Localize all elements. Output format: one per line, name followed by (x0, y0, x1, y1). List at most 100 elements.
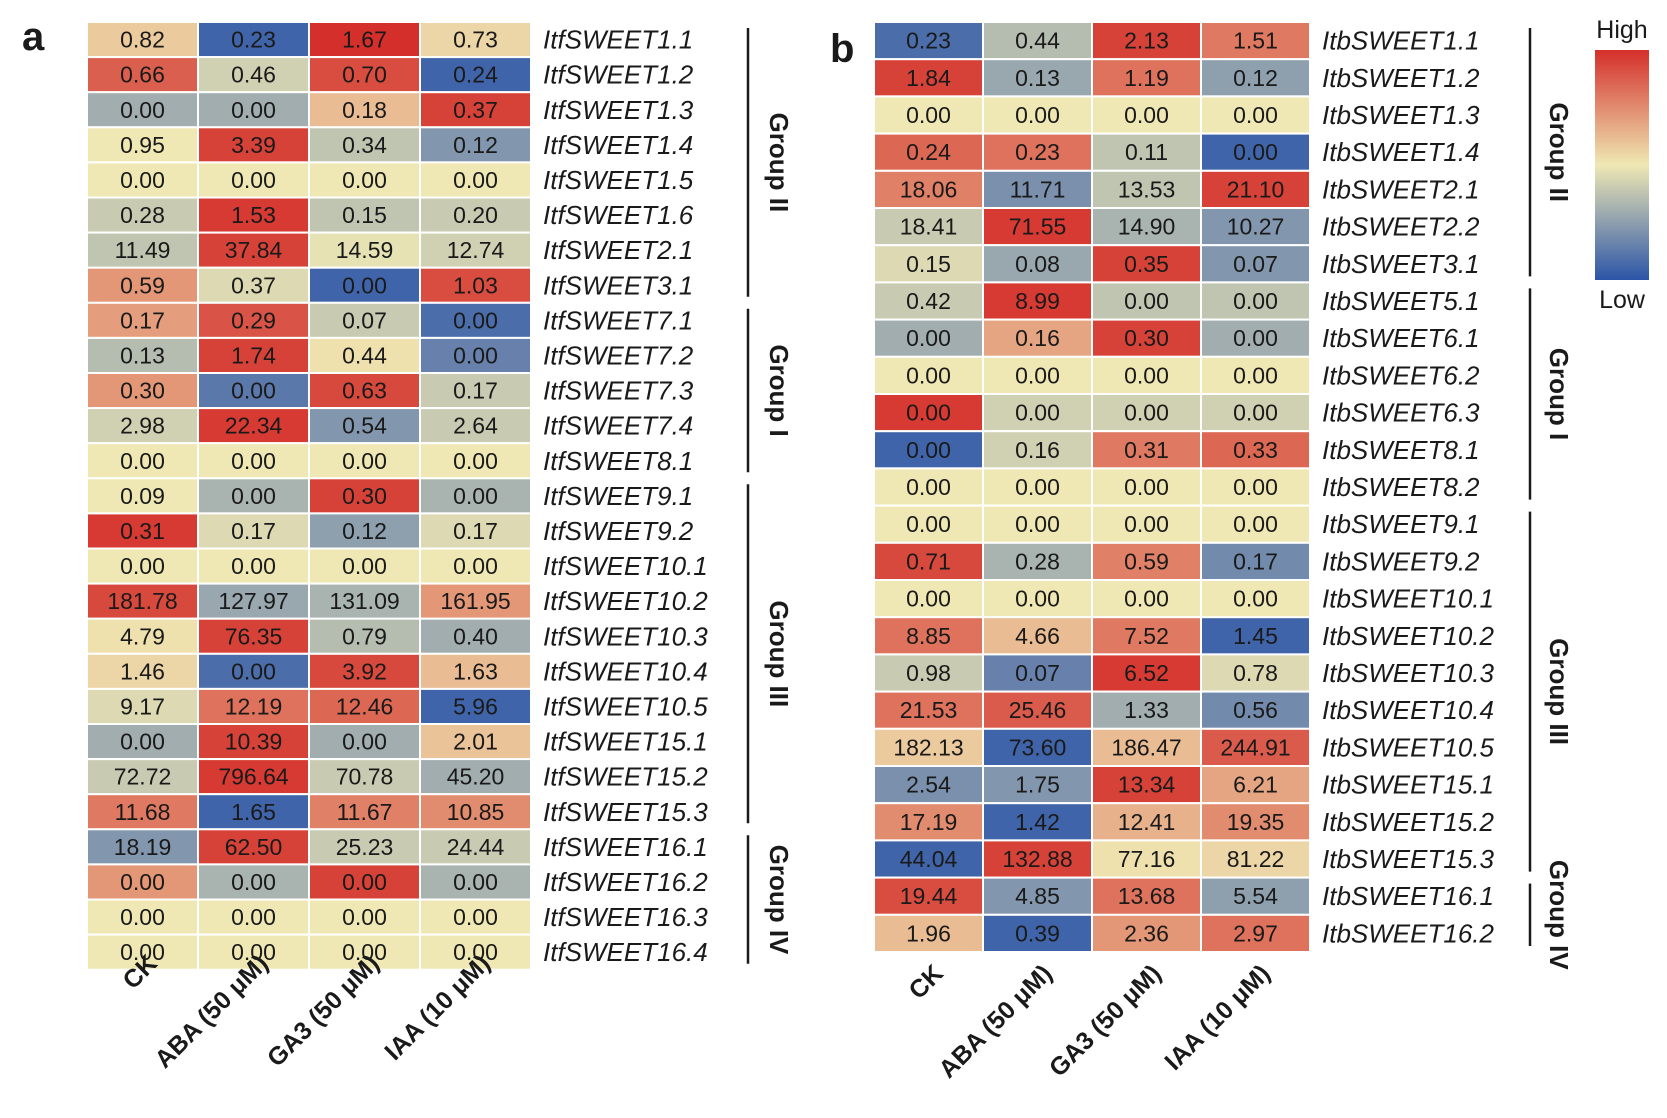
heatmap-cell (419, 723, 532, 761)
cell-value: 0.00 (342, 729, 387, 755)
cell-value: 0.70 (342, 62, 387, 88)
heatmap-cell (419, 196, 532, 234)
heatmap-cell (982, 207, 1093, 247)
column-label: ABA (50 μM) (933, 959, 1057, 1083)
cell-value: 1.46 (120, 658, 165, 684)
cell-value: 0.00 (1015, 586, 1060, 612)
cell-value: 0.00 (1233, 102, 1278, 128)
cell-value: 0.12 (342, 518, 387, 544)
heatmap-cell (1091, 169, 1202, 210)
heatmap-cell (197, 91, 310, 129)
cell-value: 0.07 (342, 307, 387, 333)
cell-value: 186.47 (1111, 734, 1181, 760)
cell-value: 0.33 (1233, 437, 1278, 463)
cell-value: 1.75 (1015, 772, 1060, 798)
cell-value: 2.54 (906, 772, 951, 798)
heatmap-cell (1200, 430, 1311, 470)
heatmap-cell (873, 430, 984, 470)
cell-value: 12.41 (1118, 809, 1176, 835)
cell-value: 0.07 (1015, 660, 1060, 686)
cell-value: 1.19 (1124, 65, 1169, 91)
cell-value: 19.44 (900, 883, 958, 909)
cell-value: 0.13 (1015, 65, 1060, 91)
heatmap-cell (982, 95, 1093, 135)
heatmap-cell (1200, 132, 1311, 172)
row-label: ItbSWEET1.1 (1322, 26, 1480, 56)
cell-value: 1.84 (906, 65, 951, 91)
heatmap-cell (308, 266, 421, 304)
group-label: Group II (1544, 102, 1574, 202)
cell-value: 0.00 (453, 939, 498, 965)
cell-value: 1.65 (231, 799, 276, 825)
row-label: ItbSWEET6.3 (1322, 398, 1480, 428)
heatmap-cell (86, 266, 199, 304)
cell-value: 73.60 (1009, 734, 1067, 760)
cell-value: 0.34 (342, 132, 387, 158)
cell-value: 181.78 (107, 588, 177, 614)
heatmap-cell (197, 863, 310, 901)
cell-value: 0.00 (1233, 511, 1278, 537)
cell-value: 62.50 (225, 834, 283, 860)
heatmap-cell (419, 407, 532, 445)
cell-value: 4.79 (120, 623, 165, 649)
cell-value: 0.37 (453, 97, 498, 123)
row-label: ItbSWEET15.3 (1322, 844, 1494, 874)
cell-value: 0.00 (231, 939, 276, 965)
cell-value: 0.17 (453, 378, 498, 404)
cell-value: 0.00 (120, 553, 165, 579)
cell-value: 0.24 (453, 62, 498, 88)
heatmap-cell (1200, 616, 1311, 656)
cell-value: 13.53 (1118, 176, 1176, 202)
group-label: Group IV (1544, 860, 1574, 970)
cell-value: 1.63 (453, 658, 498, 684)
cell-value: 0.35 (1124, 251, 1169, 277)
cell-value: 0.00 (906, 511, 951, 537)
cell-value: 0.40 (453, 623, 498, 649)
cell-value: 0.31 (120, 518, 165, 544)
heatmap-cell (308, 442, 421, 480)
heatmap-cell (1200, 690, 1311, 730)
group-label: Group III (764, 600, 794, 707)
row-label: ItfSWEET9.2 (543, 516, 694, 546)
cell-value: 0.31 (1124, 437, 1169, 463)
heatmap-cell (873, 579, 984, 619)
heatmap-cell (419, 56, 532, 94)
row-label: ItbSWEET1.2 (1322, 63, 1480, 93)
cell-value: 0.12 (453, 132, 498, 158)
heatmap-cell (1200, 281, 1311, 321)
row-label: ItbSWEET10.3 (1322, 658, 1494, 688)
cell-value: 0.16 (1015, 437, 1060, 463)
row-label: ItbSWEET6.2 (1322, 360, 1480, 390)
cell-value: 1.96 (906, 920, 951, 946)
cell-value: 127.97 (218, 588, 288, 614)
row-label: ItbSWEET10.4 (1322, 695, 1494, 725)
cell-value: 0.00 (1124, 400, 1169, 426)
cell-value: 0.79 (342, 623, 387, 649)
cell-value: 0.63 (342, 378, 387, 404)
cell-value: 0.54 (342, 413, 387, 439)
cell-value: 0.00 (231, 483, 276, 509)
cell-value: 0.00 (120, 869, 165, 895)
heatmap-cell (873, 281, 984, 321)
heatmap-cell (1200, 58, 1311, 98)
panel-letter: a (22, 15, 45, 59)
cell-value: 0.00 (906, 400, 951, 426)
row-label: ItfSWEET16.1 (543, 832, 708, 862)
cell-value: 0.00 (231, 904, 276, 930)
cell-value: 0.00 (1015, 511, 1060, 537)
heatmap-cell (419, 617, 532, 655)
row-label: ItfSWEET7.4 (543, 411, 693, 441)
cell-value: 0.46 (231, 62, 276, 88)
cell-value: 0.00 (1015, 400, 1060, 426)
cell-value: 0.00 (1124, 474, 1169, 500)
cell-value: 0.17 (1233, 548, 1278, 574)
cell-value: 9.17 (120, 693, 165, 719)
panel-a: a 0.82 0.23 1.67 0.73 ItfSWEET1.1 0.66 0.46 0.70… (22, 15, 794, 1074)
row-label: ItbSWEET10.1 (1322, 584, 1494, 614)
cell-value: 18.41 (900, 214, 958, 240)
group-label: Group II (764, 113, 794, 213)
cell-value: 0.12 (1233, 65, 1278, 91)
cell-value: 12.74 (447, 237, 505, 263)
heatmap-cell (1200, 393, 1311, 433)
